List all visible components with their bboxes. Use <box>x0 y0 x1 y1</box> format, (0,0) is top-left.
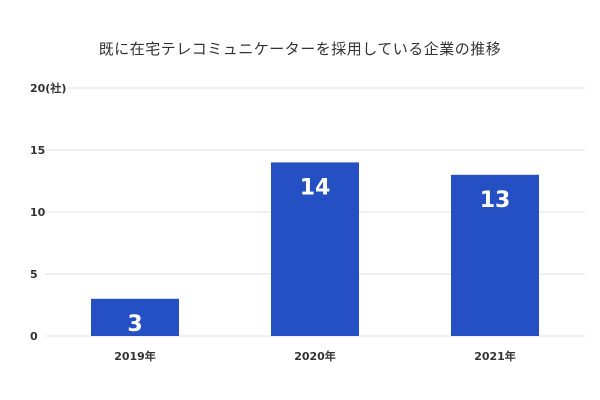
x-tick-label: 2020年 <box>294 349 336 363</box>
x-tick-label: 2021年 <box>474 349 516 363</box>
x-tick-label: 2019年 <box>114 349 156 363</box>
bar-2021年 <box>451 174 539 336</box>
y-tick-label: 5 <box>30 268 38 281</box>
bar-2019年 <box>91 298 179 336</box>
y-axis-top-label: 20(社) <box>30 81 66 95</box>
y-tick-label: 15 <box>30 144 45 157</box>
data-label: 13 <box>480 188 511 213</box>
data-label: 14 <box>300 175 331 200</box>
chart-title: 既に在宅テレコミュニケーターを採用している企業の推移 <box>98 40 502 58</box>
y-tick-label: 10 <box>30 206 46 219</box>
y-tick-label: 0 <box>30 330 38 343</box>
bar-2020年 <box>271 162 359 336</box>
data-label: 3 <box>127 312 142 337</box>
